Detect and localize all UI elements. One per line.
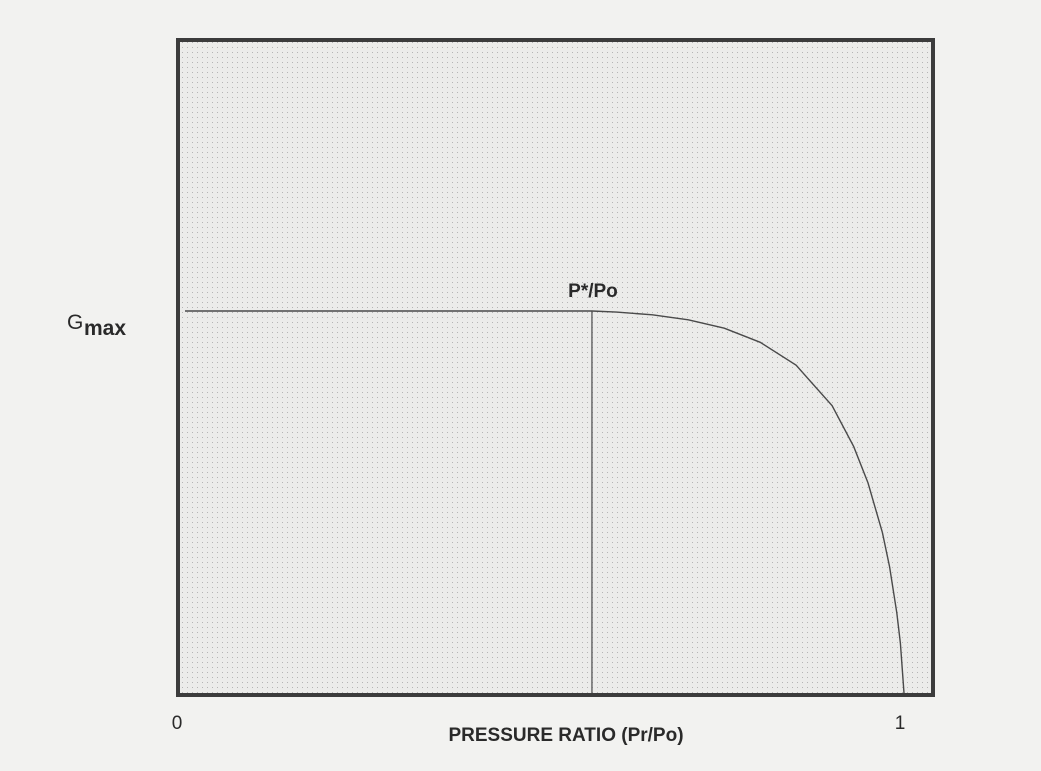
- x-axis-label: PRESSURE RATIO (Pr/Po): [448, 725, 683, 746]
- y-axis-label-main: G: [67, 311, 83, 334]
- x-tick-label-1: 1: [895, 713, 906, 734]
- plot-dot-grid: [178, 40, 933, 695]
- plot-frame: [176, 38, 935, 697]
- y-axis-label-subscript: max: [84, 317, 126, 340]
- x-tick-label-0: 0: [172, 713, 183, 734]
- critical-ratio-label: P*/Po: [568, 281, 618, 302]
- curve-series-0: [185, 310, 905, 694]
- y-axis-label: G max: [67, 311, 126, 340]
